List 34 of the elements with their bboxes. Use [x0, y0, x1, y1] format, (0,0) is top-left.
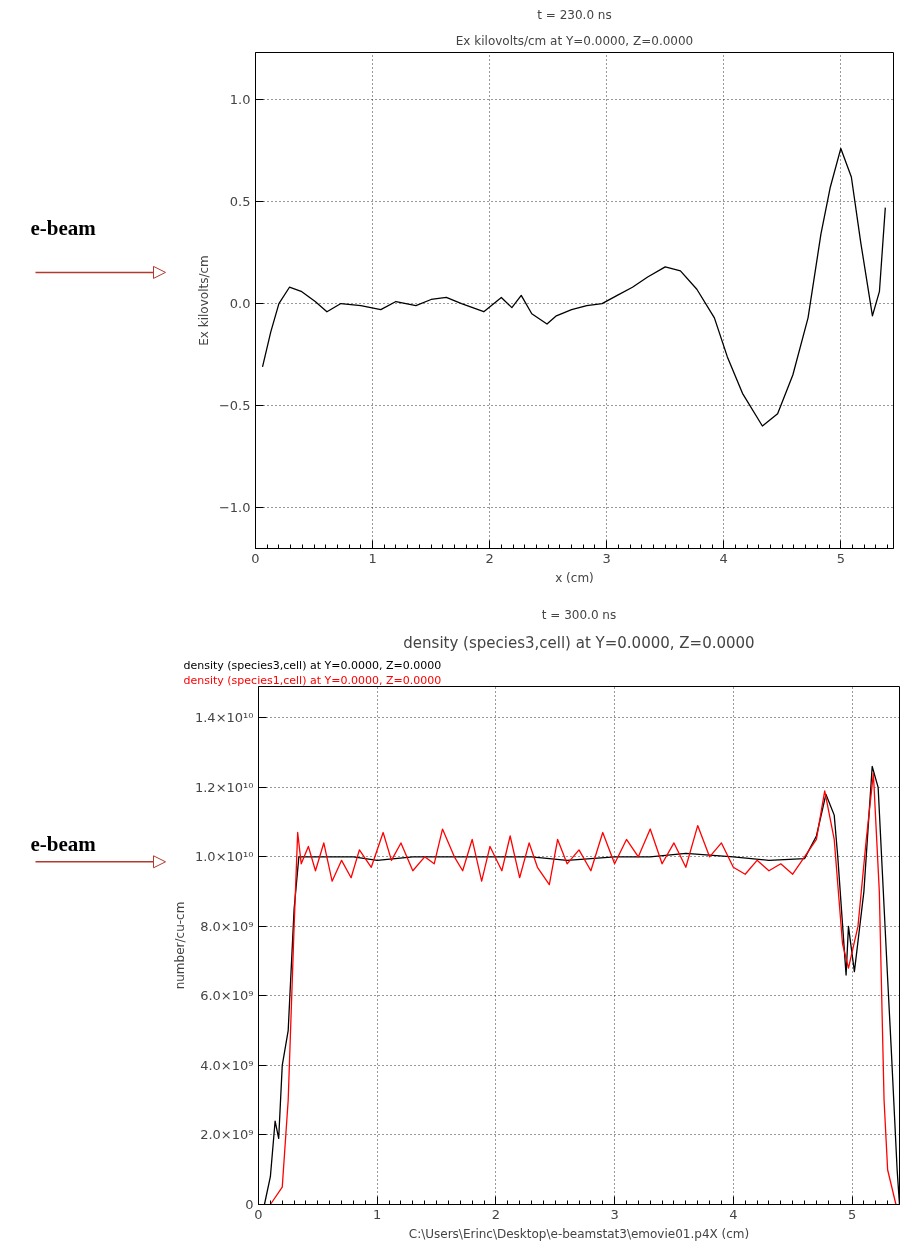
x-tick-label: 4 [729, 1206, 738, 1222]
x-tick-label: 1 [368, 550, 377, 566]
x-tick-label: 5 [847, 1206, 857, 1222]
y-tick-label: 4.0×10⁹ [200, 1057, 254, 1073]
y-tick-label: 1.0 [229, 91, 251, 107]
y-axis-title: number/cu-cm [172, 901, 187, 990]
text: e-beam [30, 215, 97, 240]
chart-subtitle: Ex kilovolts/cm at Y=0.0000, Z=0.0000 [455, 33, 694, 48]
y-tick-label: 1.0×10¹⁰ [194, 849, 254, 865]
y-tick-label: 0.0 [229, 296, 251, 312]
x-tick-label: 3 [610, 1206, 619, 1222]
x-tick-label: 2 [485, 550, 494, 566]
x-axis-title: C:\Users\Erinc\Desktop\e-beamstat3\emovie01.p4X (cm) [408, 1226, 750, 1241]
x-tick-label: 5 [836, 550, 845, 566]
x-tick-label: 2 [491, 1206, 501, 1222]
y-tick-label: 2.0×10⁹ [200, 1127, 254, 1143]
y-tick-label: −1.0 [218, 500, 251, 516]
y-tick-label: 8.0×10⁹ [200, 918, 254, 934]
x-axis-title: x (cm) [555, 570, 594, 585]
text: density (species1,cell) at Y=0.0000, Z=0.0000 [183, 673, 442, 687]
y-tick-label: 0.5 [229, 194, 251, 209]
y-tick-label: 6.0×10⁹ [200, 988, 254, 1004]
y-tick-label: 1.2×10¹⁰ [194, 779, 254, 795]
y-axis-title: Ex kilovolts/cm [196, 255, 211, 346]
chart-title: t = 300.0 ns [541, 607, 617, 622]
y-tick-label: 1.4×10¹⁰ [194, 710, 254, 726]
y-tick-label: −0.5 [218, 398, 251, 414]
text: e-beam [30, 832, 97, 857]
x-tick-label: 4 [719, 550, 728, 566]
chart-subtitle: density (species3,cell) at Y=0.0000, Z=0.0000 [403, 633, 755, 652]
x-tick-label: 3 [602, 550, 611, 566]
text: density (species3,cell) at Y=0.0000, Z=0.0000 [183, 658, 442, 672]
chart-title: t = 230.0 ns [537, 7, 612, 22]
x-tick-label: 1 [373, 1206, 382, 1222]
